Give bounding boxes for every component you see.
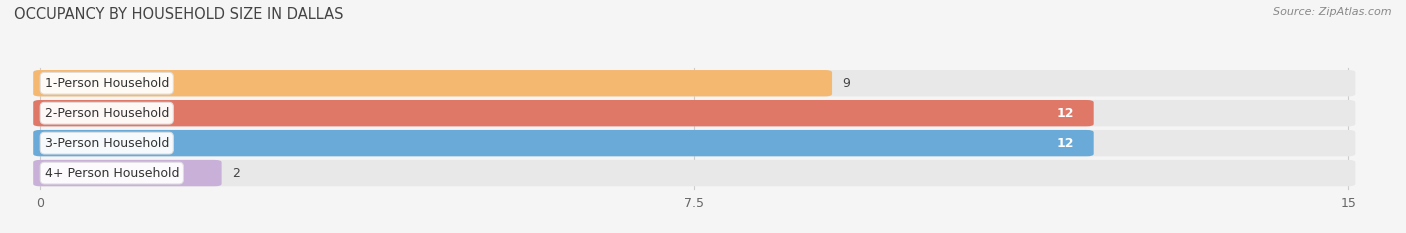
Text: 12: 12	[1056, 107, 1074, 120]
FancyBboxPatch shape	[34, 160, 1355, 186]
FancyBboxPatch shape	[34, 100, 1355, 126]
Text: 4+ Person Household: 4+ Person Household	[45, 167, 179, 180]
FancyBboxPatch shape	[34, 100, 1094, 126]
Text: 9: 9	[842, 77, 851, 90]
FancyBboxPatch shape	[34, 130, 1094, 156]
FancyBboxPatch shape	[34, 130, 1355, 156]
Text: OCCUPANCY BY HOUSEHOLD SIZE IN DALLAS: OCCUPANCY BY HOUSEHOLD SIZE IN DALLAS	[14, 7, 343, 22]
Text: 12: 12	[1056, 137, 1074, 150]
FancyBboxPatch shape	[34, 70, 1355, 96]
FancyBboxPatch shape	[34, 160, 222, 186]
Text: Source: ZipAtlas.com: Source: ZipAtlas.com	[1274, 7, 1392, 17]
FancyBboxPatch shape	[34, 70, 832, 96]
Text: 3-Person Household: 3-Person Household	[45, 137, 169, 150]
Text: 2-Person Household: 2-Person Household	[45, 107, 169, 120]
Text: 2: 2	[232, 167, 240, 180]
Text: 1-Person Household: 1-Person Household	[45, 77, 169, 90]
